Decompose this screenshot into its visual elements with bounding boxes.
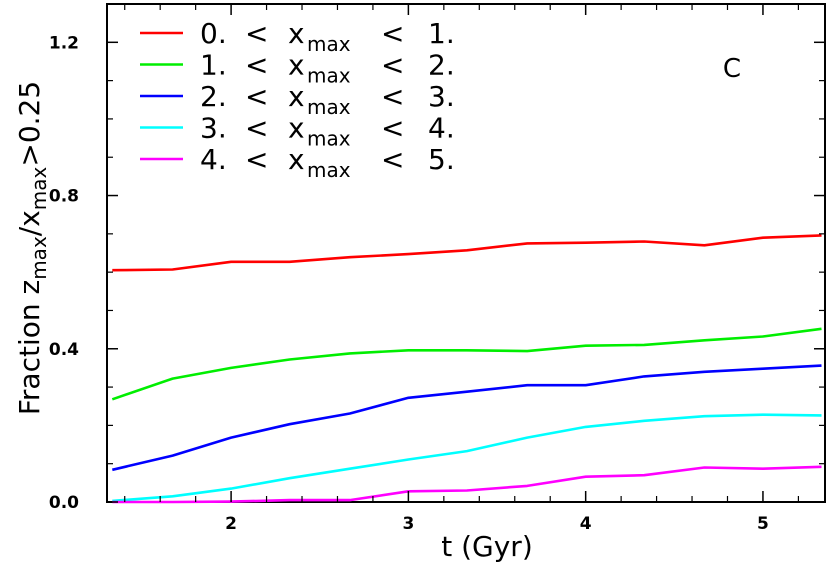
series-line-1 <box>112 234 822 272</box>
y-axis-title-prefix: Fraction z <box>13 280 46 415</box>
y-tick-label: 0.4 <box>49 340 79 360</box>
y-tick-label: 0.0 <box>49 493 79 513</box>
x-tick-label: 4 <box>580 514 592 534</box>
x-tick-label: 3 <box>402 514 414 534</box>
legend-label-2: 1. < x max <2. <box>200 49 455 88</box>
legend-label-5: 4. < x max <5. <box>200 143 455 182</box>
y-axis-title-suffix: >0.25 <box>13 81 46 167</box>
series-line-5 <box>112 465 822 504</box>
y-axis-title-mid: /x <box>13 210 46 236</box>
series-layer <box>111 234 822 504</box>
x-tick-label: 2 <box>225 514 237 534</box>
plot-frame <box>106 3 826 503</box>
y-tick-label: 1.2 <box>49 33 79 53</box>
legend: 0. < x max <1.1. < x max <2.2. < x max <3.3. < x max <4.… <box>140 17 455 182</box>
panel-label: C <box>723 54 741 84</box>
y-axis-title-sub2: max <box>27 166 51 210</box>
x-axis-title: t (Gyr) <box>441 530 533 563</box>
legend-label-4: 3. < x max <4. <box>200 112 455 151</box>
legend-label-3: 2. < x max <3. <box>200 80 455 119</box>
y-tick-label: 0.8 <box>49 187 79 207</box>
legend-label-1: 0. < x max <1. <box>200 17 455 56</box>
series-line-2 <box>111 327 822 401</box>
y-axis-title: Fraction zmax/xmax>0.25 <box>13 81 51 415</box>
x-tick-label: 5 <box>757 514 769 534</box>
series-line-4 <box>112 413 822 503</box>
y-axis-title-sub1: max <box>27 236 51 280</box>
series-line-3 <box>112 364 822 472</box>
